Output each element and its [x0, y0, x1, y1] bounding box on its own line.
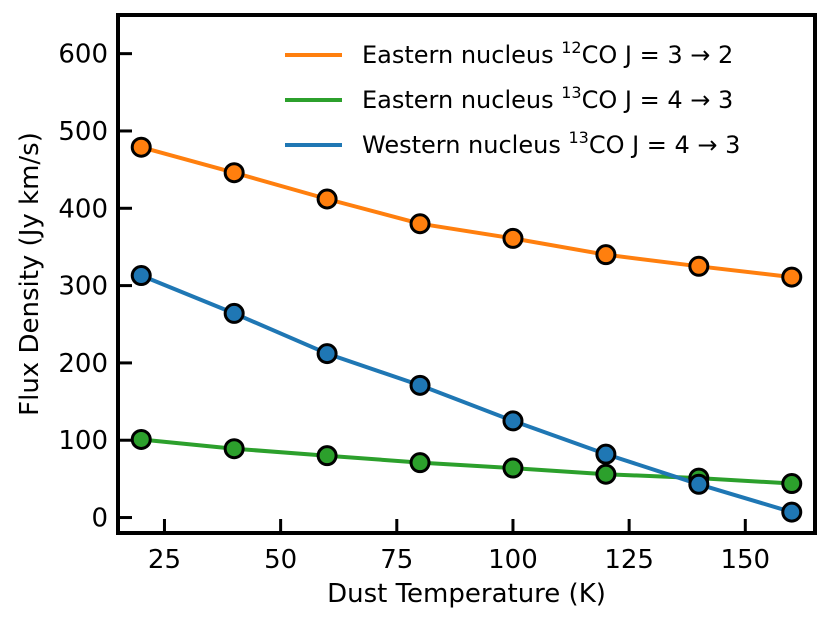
data-point-2-5: [595, 443, 617, 465]
data-point-2-3: [409, 374, 431, 396]
data-point-2-2: [316, 343, 338, 365]
y-tick-label: 200: [58, 349, 108, 379]
plot-frame: [116, 13, 817, 535]
y-tick-label: 0: [91, 504, 108, 534]
legend-label-2: Western nucleus 13CO J = 4 → 3: [362, 128, 740, 159]
y-tick-label: 300: [58, 272, 108, 302]
y-axis-label: Flux Density (Jy km/s): [15, 132, 45, 416]
data-point-1-4: [502, 457, 524, 479]
series-line-0: [139, 145, 794, 280]
data-point-0-4: [502, 227, 524, 249]
axis-ticks: 25 50 75 100 125 150 0 100 200 300 400 500 600: [58, 40, 770, 575]
data-point-1-0: [130, 428, 152, 450]
y-tick-label: 500: [58, 117, 108, 147]
data-point-1-2: [316, 445, 338, 467]
data-point-0-2: [316, 188, 338, 210]
data-point-2-4: [502, 410, 524, 432]
data-point-0-6: [688, 255, 710, 277]
data-point-1-7: [781, 473, 803, 495]
x-tick-label: 100: [488, 545, 538, 575]
legend: Eastern nucleus 12CO J = 3 → 2 Eastern nu…: [285, 38, 740, 159]
y-tick-label: 600: [58, 40, 108, 70]
legend-label-0: Eastern nucleus 12CO J = 3 → 2: [362, 38, 733, 69]
plot-marks: [130, 136, 803, 523]
data-point-0-7: [781, 266, 803, 288]
y-tick-label: 100: [58, 426, 108, 456]
data-point-1-3: [409, 452, 431, 474]
x-tick-label: 25: [148, 545, 181, 575]
data-point-0-5: [595, 244, 617, 266]
data-point-2-1: [223, 302, 245, 324]
data-point-2-7: [781, 501, 803, 523]
x-tick-label: 150: [720, 545, 770, 575]
x-tick-label: 50: [264, 545, 297, 575]
series-line-2: [139, 273, 794, 515]
x-tick-label: 125: [604, 545, 654, 575]
data-point-0-0: [130, 136, 152, 158]
data-point-0-1: [223, 162, 245, 184]
data-point-0-3: [409, 213, 431, 235]
data-point-2-0: [130, 265, 152, 287]
x-axis-label: Dust Temperature (K): [327, 579, 606, 609]
x-tick-label: 75: [380, 545, 413, 575]
legend-label-1: Eastern nucleus 13CO J = 4 → 3: [362, 83, 733, 114]
data-point-2-6: [688, 473, 710, 495]
data-point-1-5: [595, 463, 617, 485]
data-point-1-1: [223, 438, 245, 460]
y-tick-label: 400: [58, 194, 108, 224]
